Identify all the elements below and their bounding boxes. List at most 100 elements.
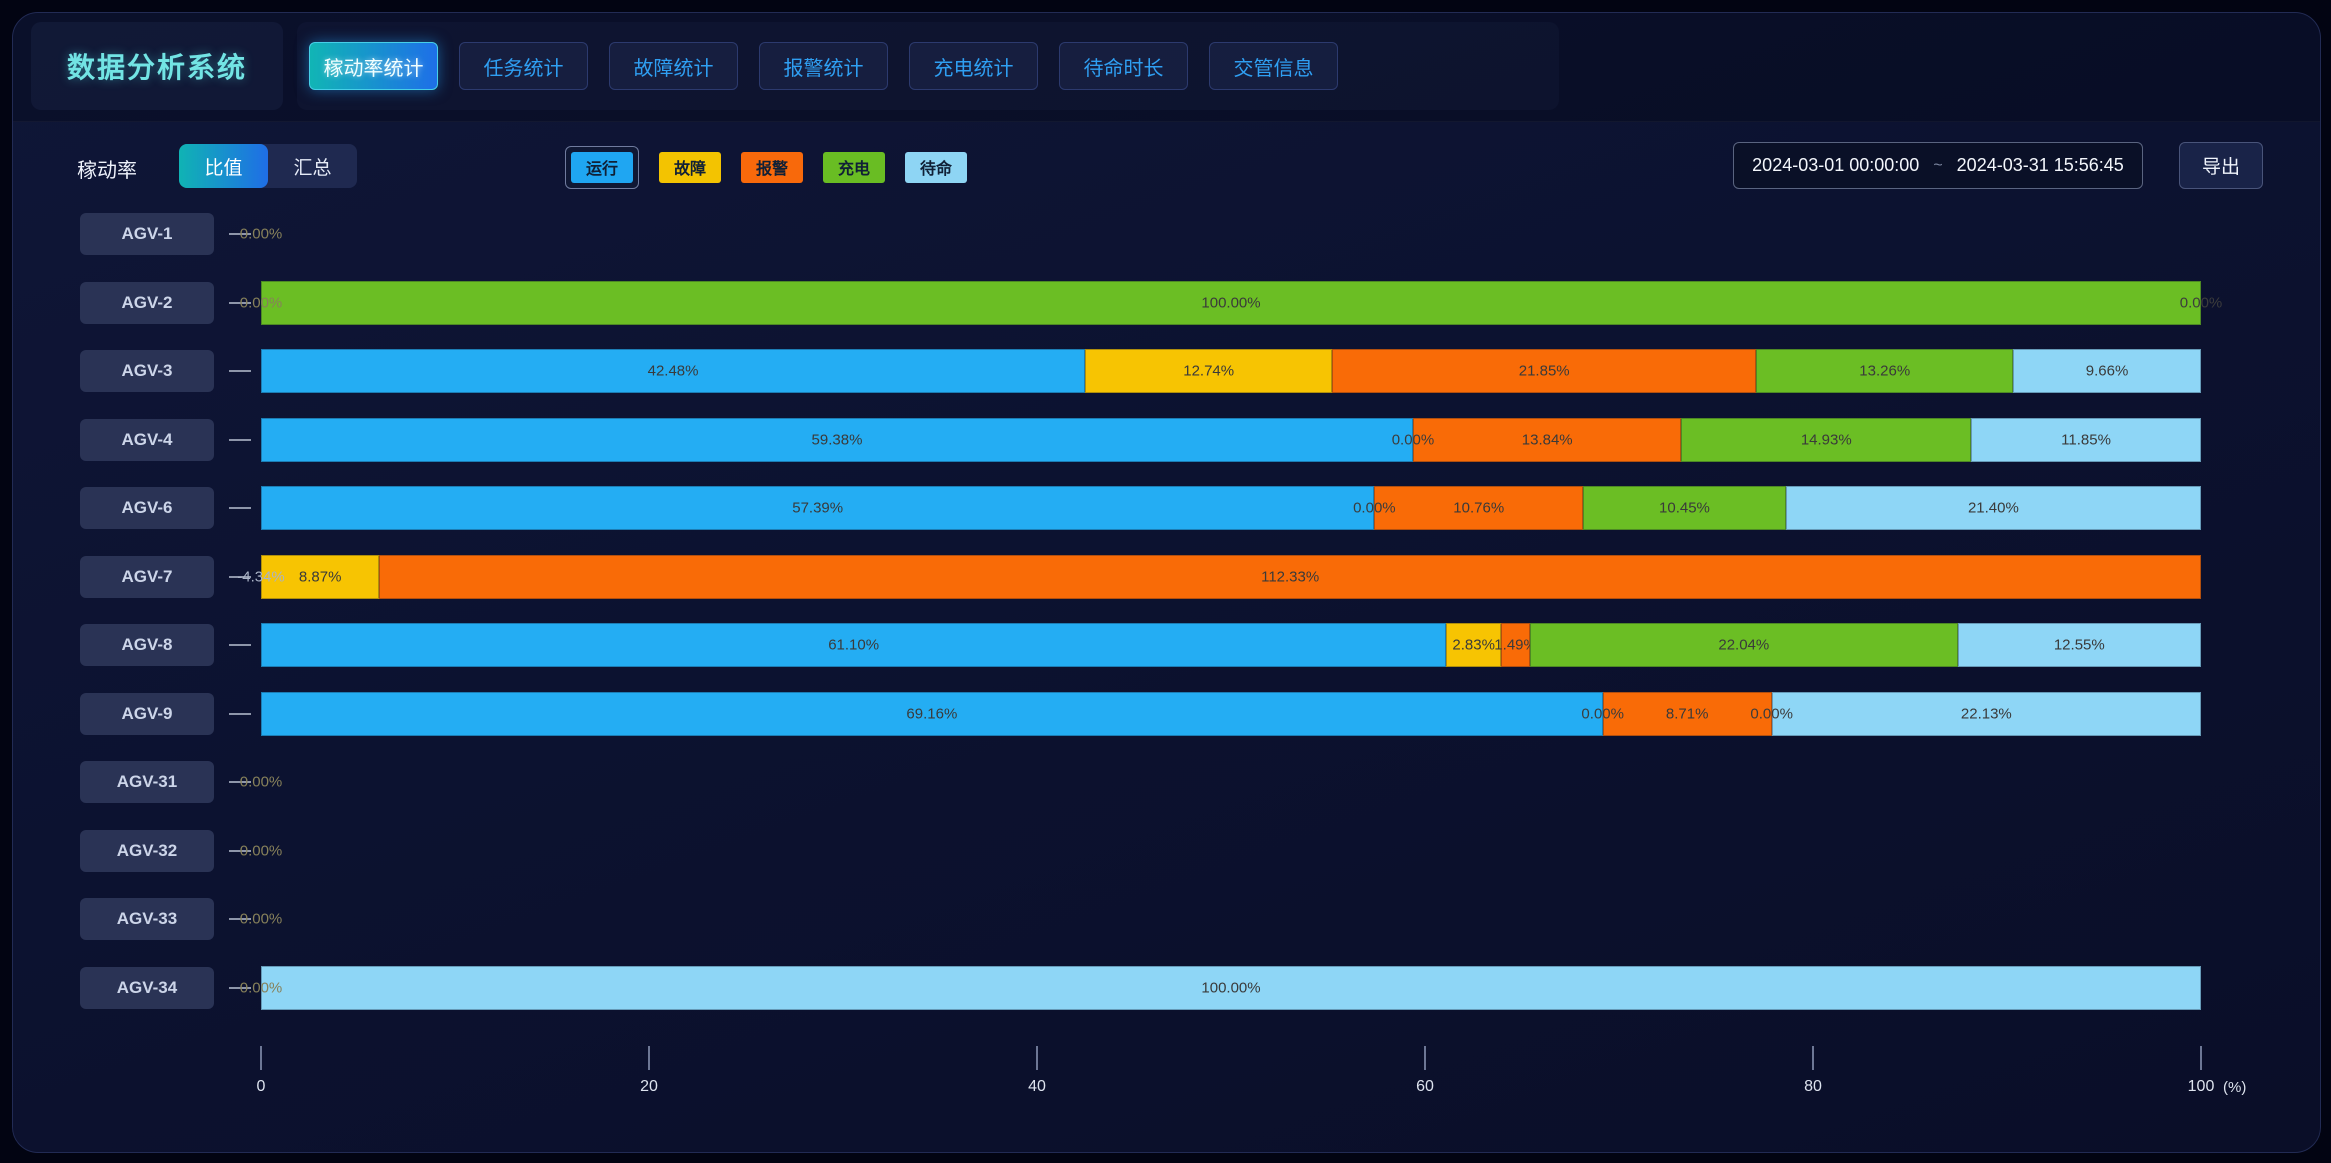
bar-segment-充电[interactable]: 13.26%: [1756, 349, 2014, 393]
bar-segment-label: 22.04%: [1718, 636, 1770, 654]
bar-segment-label: 13.26%: [1859, 362, 1911, 380]
legend-故障[interactable]: 故障: [659, 151, 721, 183]
bar-segment-充电[interactable]: 22.04%: [1530, 623, 1958, 667]
row-label-AGV-34[interactable]: AGV-34: [80, 966, 214, 1009]
row-label-AGV-31[interactable]: AGV-31: [80, 761, 214, 803]
legend-报警[interactable]: 报警: [741, 151, 803, 183]
x-axis-label: 60: [1416, 1078, 1434, 1095]
bar-segment-待命[interactable]: 100.00%: [261, 965, 2201, 1010]
tab-报警统计[interactable]: 报警统计: [759, 42, 888, 90]
row-label-AGV-8[interactable]: AGV-8: [80, 624, 214, 666]
bar-segment-报警[interactable]: 8.71%: [1602, 691, 1772, 736]
x-axis-label: 0: [256, 1078, 266, 1095]
bar-zero-label: 0.00%: [239, 842, 283, 859]
bar-segment-运行[interactable]: 42.48%: [261, 349, 1086, 393]
toggle-比值[interactable]: 比值: [179, 144, 268, 188]
legend-充电[interactable]: 充电: [823, 151, 885, 183]
bar-segment-充电[interactable]: 14.93%: [1681, 417, 1972, 462]
bar-zero-label: 0.00%: [239, 773, 283, 791]
bar-segment-待命[interactable]: 11.85%: [1971, 417, 2201, 462]
bar-segment-待命[interactable]: 12.55%: [1957, 623, 2202, 667]
toggle-汇总[interactable]: 汇总: [293, 157, 332, 179]
bar-zero-label: -4.34%: [237, 568, 285, 585]
x-axis-label: 100: [2187, 1078, 2215, 1095]
legend-运行[interactable]: 运行: [571, 151, 633, 183]
tab-任务统计[interactable]: 任务统计: [459, 42, 588, 90]
row-label-AGV-32[interactable]: AGV-32: [80, 829, 214, 872]
tab-充电统计[interactable]: 充电统计: [909, 42, 1038, 90]
x-axis-tick: [648, 1046, 650, 1070]
tab-稼动率统计[interactable]: 稼动率统计: [309, 42, 438, 90]
bar-segment-充电[interactable]: 10.45%: [1583, 486, 1786, 530]
bar-zero-label: 0.00%: [1391, 431, 1435, 448]
bar-segment-label: 10.76%: [1453, 499, 1505, 517]
category-tick: [229, 233, 251, 235]
bar-segment-label: 42.48%: [647, 362, 699, 380]
bar-segment-label: 59.38%: [811, 431, 863, 448]
row-label-AGV-2[interactable]: AGV-2: [80, 281, 214, 324]
bar-segment-label: 13.84%: [1521, 431, 1573, 448]
bar-segment-label: 9.66%: [2085, 362, 2129, 380]
bar-segment-故障[interactable]: 8.87%: [261, 554, 380, 599]
bar-segment-label: 57.39%: [792, 499, 844, 517]
bar-segment-label: 12.55%: [2053, 636, 2105, 654]
row-label-AGV-6[interactable]: AGV-6: [80, 487, 214, 529]
bar-zero-label: 0.00%: [1581, 705, 1624, 722]
row-label-AGV-3[interactable]: AGV-3: [80, 350, 214, 392]
row-label-AGV-7[interactable]: AGV-7: [80, 555, 214, 598]
row-label-AGV-1[interactable]: AGV-1: [80, 213, 214, 255]
category-tick: [229, 849, 251, 852]
category-tick: [229, 986, 251, 989]
bar-segment-label: 100.00%: [1201, 979, 1261, 996]
date-end: 2024-03-31 15:56:45: [1956, 155, 2124, 175]
export-button[interactable]: 导出: [2179, 142, 2263, 189]
bar-segment-报警[interactable]: 13.84%: [1412, 417, 1682, 462]
bar-segment-label: 22.13%: [1960, 705, 2012, 722]
app-title-panel: 数据分析系统: [31, 22, 283, 110]
bar-track-AGV-9: 69.16% 8.71% 22.13% 0.00% 0.00%: [261, 691, 2201, 736]
bar-segment-运行[interactable]: 61.10%: [261, 623, 1447, 667]
bar-segment-label: 10.45%: [1659, 499, 1710, 517]
legend-待命[interactable]: 待命: [905, 151, 967, 183]
date-range-picker[interactable]: 2024-03-01 00:00:00 ~ 2024-03-31 15:56:4…: [1733, 142, 2143, 189]
bar-segment-label: 1.49%: [1494, 636, 1537, 654]
row-label-AGV-33[interactable]: AGV-33: [80, 898, 214, 940]
x-axis-unit: (%): [2223, 1079, 2247, 1096]
bar-segment-故障[interactable]: 2.83%: [1446, 623, 1502, 667]
x-axis-label: 20: [640, 1078, 658, 1095]
x-axis-tick: [1812, 1046, 1814, 1070]
x-axis-tick: [1036, 1046, 1038, 1070]
bar-segment-充电[interactable]: 100.00%: [261, 280, 2201, 325]
bar-zero-label: 0.00%: [239, 979, 283, 996]
x-axis-label: 40: [1028, 1078, 1046, 1095]
row-label-AGV-9[interactable]: AGV-9: [80, 692, 214, 735]
bar-segment-待命[interactable]: 22.13%: [1771, 691, 2201, 736]
tab-故障统计[interactable]: 故障统计: [609, 42, 738, 90]
bar-segment-待命[interactable]: 21.40%: [1785, 486, 2201, 530]
bar-track-AGV-4: 59.38% 13.84% 14.93% 11.85% 0.00%: [261, 417, 2201, 462]
row-label-AGV-4[interactable]: AGV-4: [80, 418, 214, 461]
main-window: 数据分析系统 稼动率统计 任务统计 故障统计 报警统计 充电统计 待命时长 交管信息 稼动率…: [12, 12, 2321, 1153]
x-axis-tick: [2200, 1046, 2202, 1070]
bar-segment-报警[interactable]: 21.85%: [1332, 349, 1757, 393]
tab-待命时长[interactable]: 待命时长: [1059, 42, 1188, 90]
metric-label: 稼动率: [77, 160, 137, 182]
bar-segment-运行[interactable]: 69.16%: [261, 691, 1603, 736]
bar-segment-运行[interactable]: 57.39%: [261, 486, 1375, 530]
bar-segment-报警[interactable]: 112.33%: [379, 554, 2201, 599]
bar-segment-label: 21.40%: [1967, 499, 2019, 517]
bar-segment-待命[interactable]: 9.66%: [2013, 349, 2201, 393]
bar-segment-报警[interactable]: 10.76%: [1374, 486, 1584, 530]
category-tick: [229, 438, 251, 441]
bar-zero-label: 0.00%: [1353, 499, 1396, 517]
tab-交管信息[interactable]: 交管信息: [1209, 42, 1338, 90]
category-tick: [229, 575, 251, 578]
bar-segment-报警[interactable]: 1.49%: [1494, 623, 1537, 667]
category-tick: [229, 644, 251, 646]
bar-segment-运行[interactable]: 59.38%: [261, 417, 1413, 462]
bar-segment-故障[interactable]: 12.74%: [1085, 349, 1333, 393]
bar-segment-label: 69.16%: [906, 705, 958, 722]
bar-segment-label: 14.93%: [1800, 431, 1852, 448]
legend-selected-wrap: 运行: [565, 145, 639, 189]
category-tick: [229, 301, 251, 304]
